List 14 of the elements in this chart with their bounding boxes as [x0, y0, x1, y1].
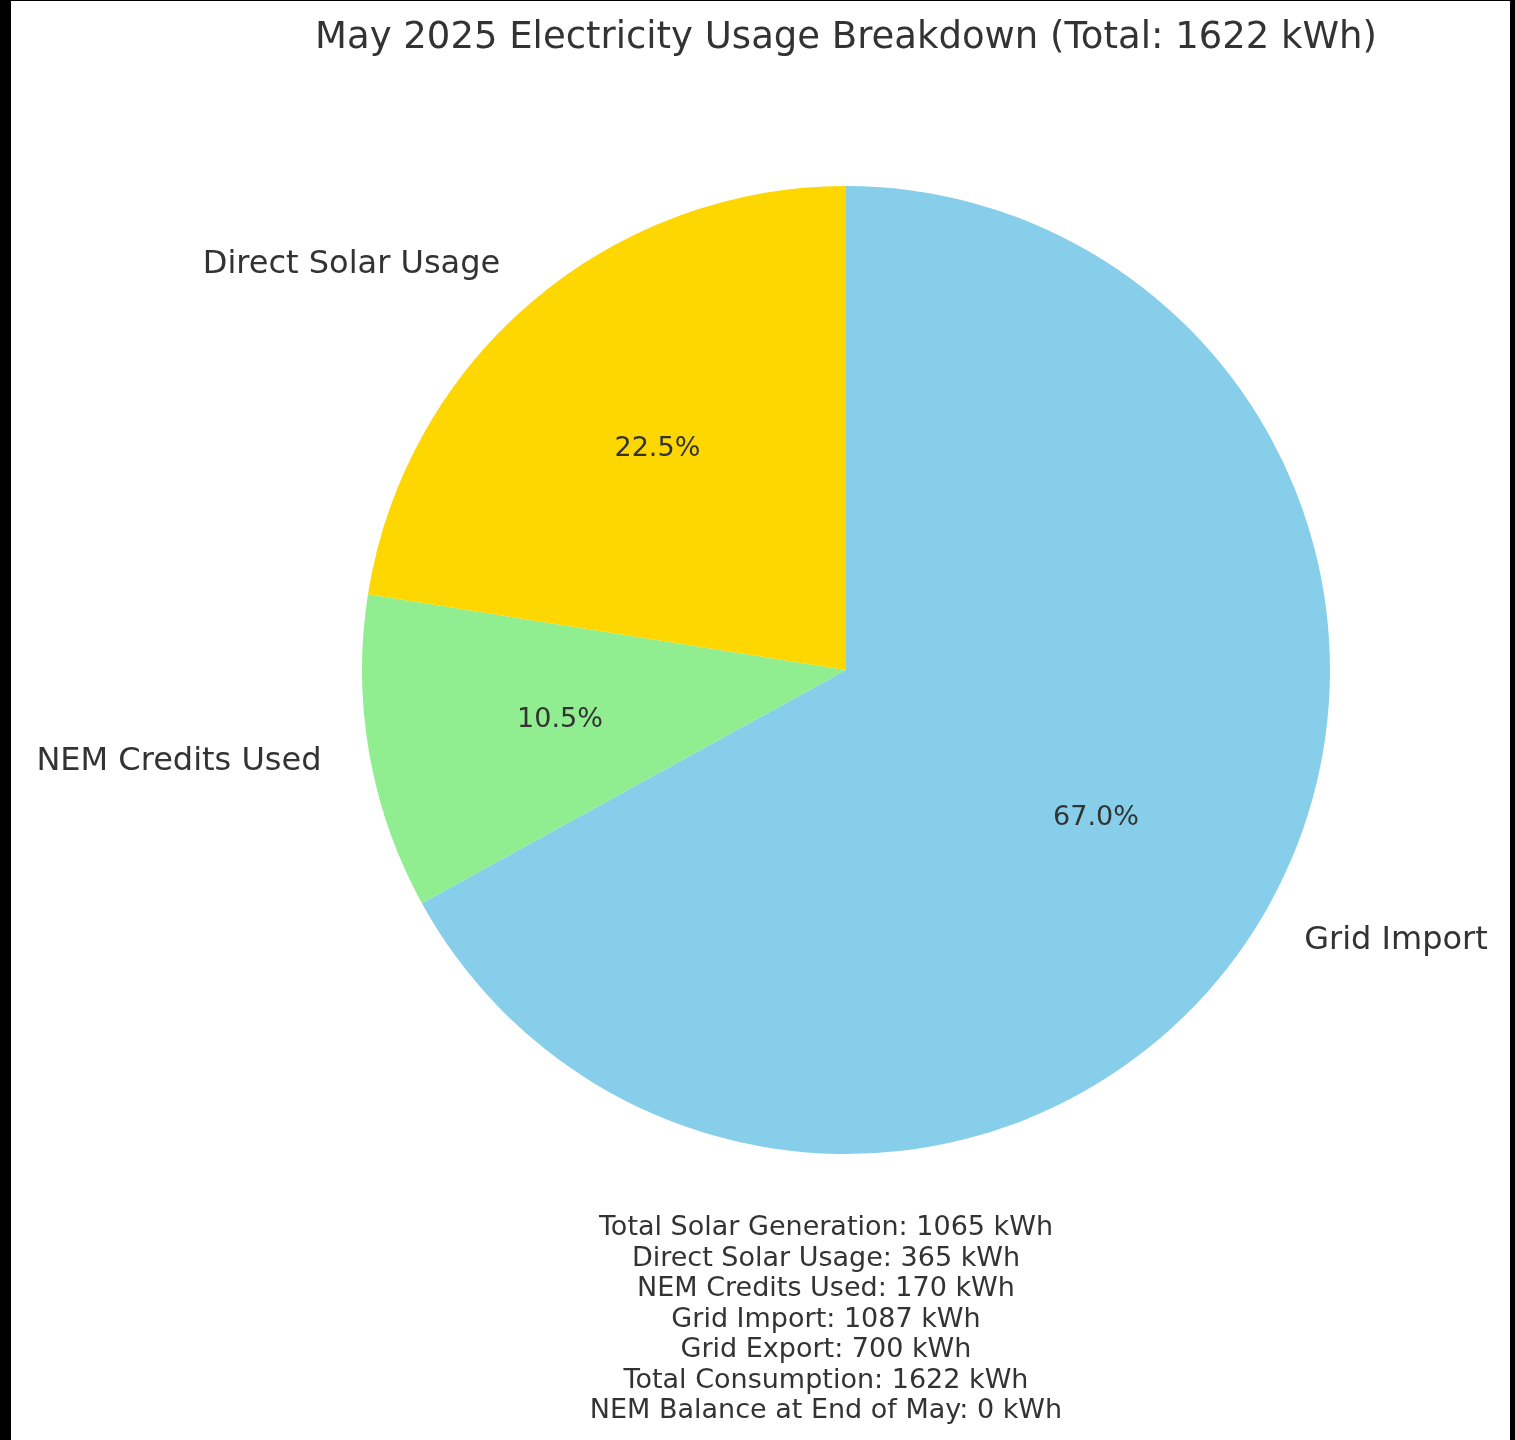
- data-label: 10.5%: [517, 701, 603, 733]
- text: Total Solar Generation: 1065 kWh: [597, 1210, 1054, 1242]
- slice-label: NEM Credits Used: [36, 739, 322, 778]
- text: Grid Import: 1087 kWh: [671, 1301, 981, 1333]
- text: Total Consumption: 1622 kWh: [622, 1362, 1029, 1394]
- slice-label: Direct Solar Usage: [202, 243, 501, 282]
- text: NEM Credits Used: 170 kWh: [637, 1271, 1015, 1303]
- text: Direct Solar Usage: 365 kWh: [631, 1240, 1021, 1272]
- data-label: 67.0%: [1053, 799, 1139, 831]
- text: NEM Balance at End of May: 0 kWh: [589, 1393, 1063, 1425]
- slice-label: Grid Import: [1304, 919, 1488, 958]
- data-label: 22.5%: [614, 431, 701, 463]
- chart-title: May 2025 Electricity Usage Breakdown (Total: 1622 kWh): [315, 13, 1377, 57]
- text: Grid Export: 700 kWh: [680, 1332, 972, 1364]
